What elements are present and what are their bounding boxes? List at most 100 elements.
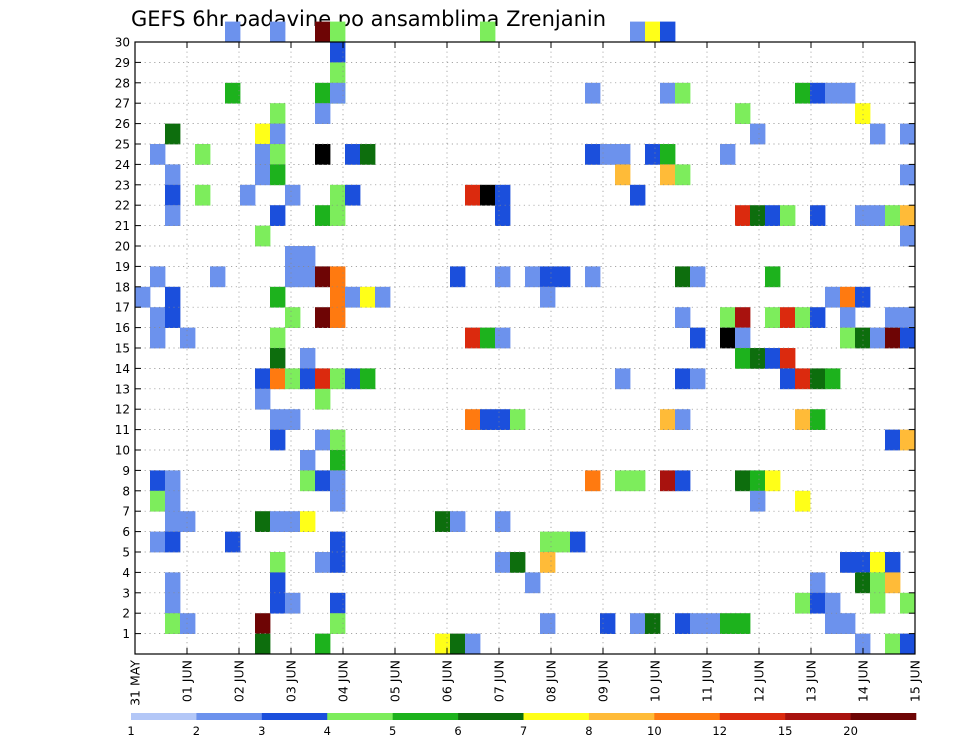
colorbar-label: 3 — [258, 724, 265, 738]
y-tick-label: 28 — [115, 76, 130, 90]
heatmap-cell — [330, 490, 346, 512]
heatmap-cell — [615, 368, 631, 390]
heatmap-cells — [135, 21, 916, 655]
heatmap-cell — [165, 490, 181, 512]
heatmap-cell — [810, 307, 826, 328]
heatmap-cell — [360, 286, 376, 308]
y-tick-label: 30 — [115, 36, 130, 50]
heatmap-cell — [885, 633, 901, 655]
chart-title: GEFS 6hr padavine po ansamblima Zrenjani… — [131, 7, 606, 31]
heatmap-cell — [270, 123, 286, 145]
heatmap-cell — [300, 266, 316, 288]
heatmap-cell — [165, 164, 181, 186]
heatmap-cell — [765, 307, 781, 328]
heatmap-cell — [870, 327, 886, 349]
heatmap-cell — [885, 205, 901, 226]
colorbar-label: 1 — [127, 724, 134, 738]
heatmap-cell — [150, 307, 166, 328]
heatmap-cell — [465, 327, 481, 349]
x-tick-label: 15 JUN — [908, 660, 923, 702]
heatmap-cell — [255, 123, 271, 145]
heatmap-cell — [555, 266, 571, 288]
x-tick-label: 12 JUN — [752, 660, 767, 702]
heatmap-cell — [270, 572, 286, 594]
heatmap-cell — [150, 470, 166, 492]
heatmap-cell — [495, 327, 511, 349]
heatmap-cell — [195, 184, 211, 206]
heatmap-cell — [330, 184, 346, 206]
heatmap-cell — [450, 266, 466, 288]
heatmap-cell — [720, 307, 736, 328]
heatmap-cell — [345, 184, 361, 206]
y-tick-label: 2 — [122, 607, 130, 621]
heatmap-cell — [900, 225, 916, 247]
heatmap-cell — [615, 164, 631, 186]
heatmap-cell — [330, 286, 346, 308]
heatmap-cell — [780, 307, 796, 328]
heatmap-cell — [315, 21, 331, 43]
heatmap-cell — [270, 368, 286, 390]
heatmap-cell — [270, 348, 286, 369]
y-axis-ticks: 1234567891011121314151617181920212223242… — [115, 36, 915, 641]
heatmap-cell — [735, 470, 751, 492]
heatmap-cell — [270, 205, 286, 226]
heatmap-cell — [630, 21, 646, 43]
heatmap-cell — [480, 327, 496, 349]
heatmap-cell — [870, 205, 886, 226]
heatmap-cell — [465, 409, 481, 430]
heatmap-cell — [810, 82, 826, 104]
heatmap-cell — [300, 511, 316, 532]
heatmap-cell — [285, 409, 301, 430]
heatmap-cell — [285, 307, 301, 328]
y-tick-label: 29 — [115, 56, 130, 70]
heatmap-cell — [675, 368, 691, 390]
heatmap-cell — [825, 368, 841, 390]
x-tick-label: 31 MAY — [128, 660, 143, 706]
heatmap-cell — [255, 368, 271, 390]
heatmap-cell — [690, 266, 706, 288]
colorbar-swatch — [261, 713, 328, 720]
heatmap-cell — [360, 368, 376, 390]
heatmap-cell — [300, 368, 316, 390]
heatmap-cell — [270, 511, 286, 532]
heatmap-cell — [330, 307, 346, 328]
heatmap-cell — [495, 266, 511, 288]
heatmap-cell — [270, 429, 286, 451]
heatmap-cell — [285, 184, 301, 206]
heatmap-cell — [330, 470, 346, 492]
heatmap-cell — [810, 205, 826, 226]
heatmap-cell — [315, 388, 331, 410]
heatmap-cell — [630, 613, 646, 634]
heatmap-cell — [375, 286, 391, 308]
heatmap-cell — [720, 613, 736, 634]
heatmap-cell — [540, 531, 556, 553]
heatmap-cell — [465, 184, 481, 206]
heatmap-cell — [825, 286, 841, 308]
heatmap-cell — [165, 184, 181, 206]
x-tick-label: 06 JUN — [440, 660, 455, 702]
heatmap-cell — [885, 572, 901, 594]
heatmap-cell — [600, 144, 616, 165]
x-tick-label: 07 JUN — [492, 660, 507, 702]
heatmap-cell — [900, 327, 916, 349]
heatmap-cell — [825, 592, 841, 614]
colorbar-swatch — [654, 713, 721, 720]
heatmap-cell — [330, 205, 346, 226]
heatmap-cell — [690, 613, 706, 634]
colorbar-label: 20 — [843, 724, 858, 738]
heatmap-cell — [675, 307, 691, 328]
heatmap-cell — [270, 21, 286, 43]
heatmap-cell — [750, 470, 766, 492]
heatmap-cell — [555, 531, 571, 553]
heatmap-cell — [900, 307, 916, 328]
heatmap-cell — [270, 327, 286, 349]
heatmap-cell — [270, 144, 286, 165]
heatmap-cell — [225, 21, 241, 43]
heatmap-cell — [255, 511, 271, 532]
heatmap-cell — [795, 307, 811, 328]
heatmap-cell — [285, 246, 301, 267]
y-tick-label: 12 — [115, 403, 130, 417]
heatmap-cell — [645, 613, 661, 634]
heatmap-cell — [855, 103, 871, 124]
heatmap-cell — [735, 327, 751, 349]
